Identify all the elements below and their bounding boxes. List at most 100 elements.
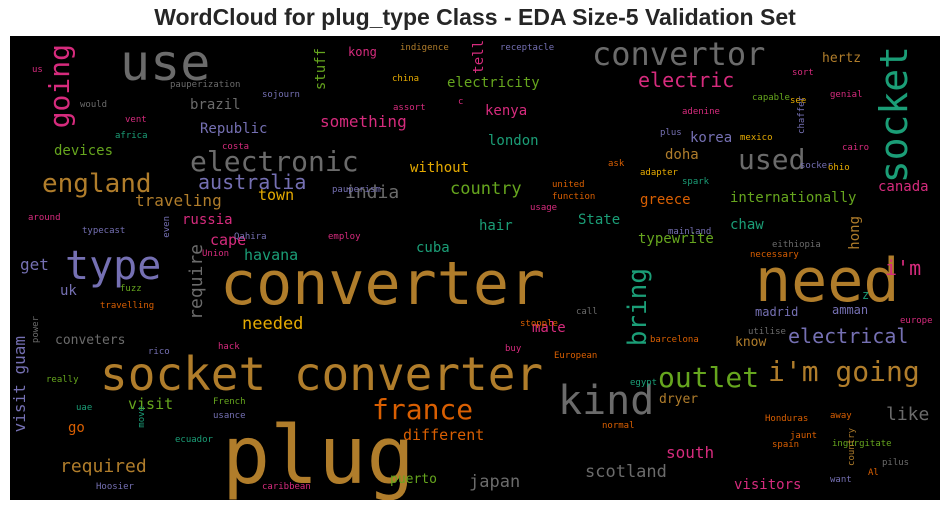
word-ingurgitate: ingurgitate: [832, 439, 892, 449]
word-hair: hair: [479, 218, 513, 234]
word-england: england: [42, 169, 152, 199]
word-buy: buy: [505, 344, 522, 354]
word-rico: rico: [148, 347, 170, 357]
word-uk: uk: [60, 283, 77, 299]
word-travelling: travelling: [100, 301, 155, 311]
word-fuzz: fuzz: [120, 284, 142, 294]
word-cape: cape: [210, 231, 247, 249]
word-china: china: [392, 74, 420, 84]
word-plus: plus: [660, 128, 682, 138]
word-cuba: cuba: [416, 240, 450, 256]
word-qahira: Qahira: [234, 232, 267, 242]
word-socker: socker: [800, 161, 833, 171]
word-russia: russia: [182, 212, 233, 228]
word-usage: usage: [530, 203, 558, 213]
word-town: town: [258, 186, 295, 204]
word-canada: canada: [878, 179, 929, 195]
word-genial: genial: [830, 90, 863, 100]
word-united: united: [552, 180, 585, 190]
word-visit: visit: [128, 395, 174, 413]
word-hertz: hertz: [822, 51, 862, 66]
word-needed: needed: [242, 314, 304, 334]
word-c: c: [458, 97, 464, 107]
word-hong: hong: [847, 216, 863, 250]
word-required: required: [60, 456, 147, 477]
word-i-m-going: i'm going: [768, 355, 920, 388]
word-adenine: adenine: [682, 107, 720, 117]
word-different: different: [403, 426, 485, 444]
word-electric: electric: [638, 68, 735, 92]
word-used: used: [738, 143, 806, 176]
word-al: Al: [868, 468, 879, 478]
word-stopple: stopple: [520, 319, 558, 329]
word-call: call: [576, 307, 598, 317]
word-mainland: mainland: [668, 227, 712, 237]
word-socket-converter: socket converter: [100, 347, 544, 401]
word-korea: korea: [690, 130, 733, 146]
word-vent: vent: [125, 115, 147, 125]
word-cairo: cairo: [842, 143, 870, 153]
word-normal: normal: [602, 421, 635, 431]
word-honduras: Honduras: [765, 414, 809, 424]
word-something: something: [320, 112, 407, 131]
word-madrid: madrid: [755, 305, 799, 319]
word-havana: havana: [244, 246, 299, 264]
word-chaw: chaw: [730, 217, 764, 233]
word-london: london: [488, 133, 539, 149]
word-bring: bring: [623, 268, 653, 347]
word-plug: plug: [222, 409, 415, 500]
word-africa: africa: [115, 131, 148, 141]
word-conveters: conveters: [55, 333, 126, 348]
word-eithiopia: eithiopia: [772, 240, 821, 250]
word-away: away: [830, 411, 852, 421]
word-pilus: pilus: [882, 458, 910, 468]
word-caribbean: caribbean: [262, 482, 311, 492]
word-move: move: [137, 406, 147, 428]
word-doha: doha: [665, 147, 699, 163]
word-adapter: adapter: [640, 168, 678, 178]
word-pauperization: pauperization: [170, 80, 241, 90]
word-traveling: traveling: [135, 191, 222, 210]
word-around: around: [28, 213, 61, 223]
word-amman: amman: [832, 303, 869, 317]
word-capable: capable: [752, 93, 790, 103]
word-visitors: visitors: [734, 477, 802, 493]
word-hack: hack: [218, 342, 240, 352]
word-usance: usance: [213, 411, 246, 421]
word-function: function: [552, 192, 596, 202]
word-barcelona: barcelona: [650, 335, 699, 345]
word-assort: assort: [393, 103, 426, 113]
word-state: State: [578, 212, 621, 228]
word-would: would: [80, 100, 108, 110]
word-brazil: brazil: [190, 97, 241, 113]
word-japan: japan: [469, 472, 521, 492]
word-devices: devices: [54, 143, 114, 159]
word-kind: kind: [558, 378, 655, 424]
word-socket: socket: [872, 46, 916, 184]
word-costa: costa: [222, 142, 250, 152]
wordcloud-canvas: plug converter socket converter need use type…: [10, 36, 940, 500]
word-ohio: ohio: [828, 163, 850, 173]
word-like: like: [886, 404, 930, 425]
word-hoosier: Hoosier: [96, 482, 134, 492]
word-union: Union: [202, 249, 230, 259]
word-i-m: i'm: [885, 256, 922, 280]
word-pauperism: pauperism: [332, 185, 381, 195]
word-india: india: [345, 182, 400, 203]
word-really: really: [46, 375, 79, 385]
word-mexico: mexico: [740, 133, 773, 143]
word-outlet: outlet: [658, 361, 760, 394]
word-indigence: indigence: [400, 43, 449, 53]
word-country: country: [450, 179, 522, 199]
word-greece: greece: [640, 192, 691, 208]
word-europe: europe: [900, 316, 933, 326]
word-without: without: [410, 160, 470, 176]
word-country: country: [847, 428, 857, 466]
word-get: get: [20, 255, 49, 274]
word-spark: spark: [682, 177, 710, 187]
word-necessary: necessary: [750, 250, 799, 260]
word-european: European: [554, 351, 598, 361]
word-going: going: [43, 44, 76, 129]
chart-title: WordCloud for plug_type Class - EDA Size…: [154, 4, 796, 30]
word-use: use: [120, 36, 211, 92]
